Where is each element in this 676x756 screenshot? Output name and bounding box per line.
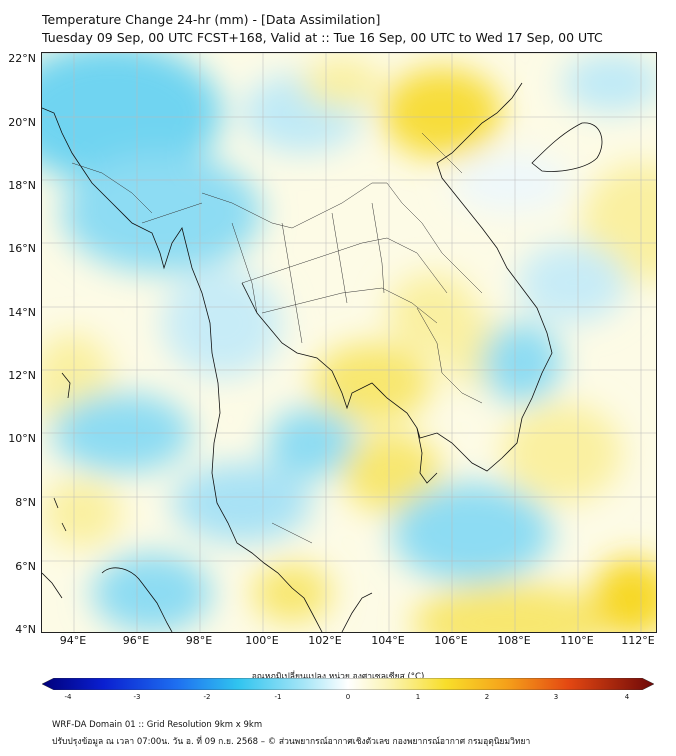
lat-label-4: 4°N bbox=[15, 623, 36, 636]
lon-label-106: 106°E bbox=[434, 634, 468, 647]
lat-label-8: 8°N bbox=[15, 496, 36, 509]
lon-label-98: 98°E bbox=[185, 634, 213, 647]
lat-label-6: 6°N bbox=[15, 560, 36, 573]
map-title: Temperature Change 24-hr (mm) - [Data As… bbox=[42, 12, 381, 27]
colorbar-title: อุณหภูมิเปลี่ยนแปลง หน่วย องศาเซลเซียส (… bbox=[251, 672, 425, 682]
map-subtitle: Tuesday 09 Sep, 00 UTC FCST+168, Valid a… bbox=[42, 30, 603, 45]
lon-label-112: 112°E bbox=[621, 634, 655, 647]
colorbar-tick: 0 bbox=[345, 693, 351, 701]
map-canvas bbox=[42, 53, 656, 632]
lon-label-94: 94°E bbox=[59, 634, 87, 647]
coastlines bbox=[42, 82, 603, 632]
temperature-change-map bbox=[41, 52, 657, 633]
lat-label-12: 12°N bbox=[8, 369, 36, 382]
colorbar bbox=[42, 678, 654, 690]
lon-label-104: 104°E bbox=[371, 634, 405, 647]
lat-label-20: 20°N bbox=[8, 116, 36, 129]
lat-label-22: 22°N bbox=[8, 52, 36, 65]
temperature-field bbox=[42, 53, 656, 632]
lon-label-102: 102°E bbox=[308, 634, 342, 647]
colorbar-tick: 1 bbox=[415, 693, 421, 701]
lon-label-110: 110°E bbox=[560, 634, 594, 647]
lat-label-16: 16°N bbox=[8, 242, 36, 255]
footer-model-info: WRF-DA Domain 01 :: Grid Resolution 9km … bbox=[52, 720, 263, 730]
colorbar-tick: -4 bbox=[64, 693, 72, 701]
lat-label-14: 14°N bbox=[8, 306, 36, 319]
graticule bbox=[42, 53, 656, 632]
colorbar-tick: -2 bbox=[203, 693, 211, 701]
lat-label-18: 18°N bbox=[8, 179, 36, 192]
colorbar-tick: -1 bbox=[274, 693, 282, 701]
lat-label-10: 10°N bbox=[8, 432, 36, 445]
colorbar-tick: 2 bbox=[484, 693, 490, 701]
colorbar-tick: 3 bbox=[553, 693, 559, 701]
lon-label-100: 100°E bbox=[245, 634, 279, 647]
lon-label-108: 108°E bbox=[497, 634, 531, 647]
province-borders bbox=[71, 132, 483, 544]
colorbar-tick: 4 bbox=[624, 693, 630, 701]
footer-credit: ปรับปรุงข้อมูล ณ เวลา 07:00น. วัน อ. ที่… bbox=[52, 737, 531, 747]
colorbar-tick: -3 bbox=[133, 693, 141, 701]
lon-label-96: 96°E bbox=[122, 634, 150, 647]
